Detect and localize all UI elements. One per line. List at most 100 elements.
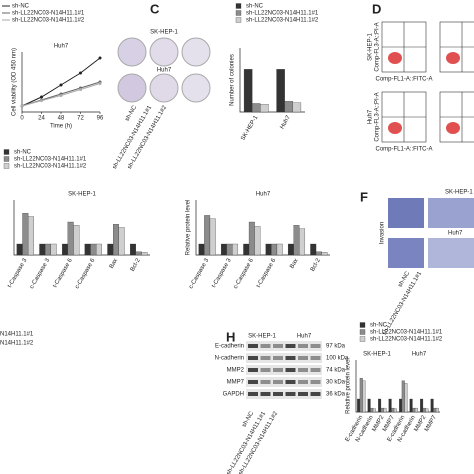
bar bbox=[388, 398, 392, 413]
size-label: 36 kDa bbox=[326, 392, 346, 398]
group-label: SK-HEP-1 bbox=[248, 334, 276, 340]
x-tick-label: SK-HEP-1 bbox=[240, 114, 259, 142]
x-tick-label: 96 bbox=[97, 116, 104, 122]
x-tick-label: 24 bbox=[38, 116, 45, 122]
bar bbox=[45, 243, 51, 256]
bar bbox=[141, 252, 148, 256]
bar bbox=[284, 101, 293, 113]
band bbox=[260, 368, 271, 372]
band bbox=[273, 368, 283, 372]
legend-swatch bbox=[235, 3, 242, 9]
bar bbox=[435, 407, 439, 413]
bar bbox=[232, 243, 239, 256]
legend-entry: sh-NC bbox=[12, 4, 30, 10]
legend-swatch bbox=[3, 149, 10, 155]
x-tick-label: 72 bbox=[77, 116, 84, 122]
band bbox=[273, 356, 283, 360]
axis-label: Comp-FL1-A::FITC-A bbox=[375, 147, 432, 153]
bar bbox=[243, 69, 253, 113]
bar bbox=[412, 407, 416, 413]
invasion-images bbox=[388, 198, 474, 268]
chart-title: SK-HEP-1 bbox=[68, 192, 96, 198]
legend-swatch bbox=[3, 156, 10, 162]
bar bbox=[292, 102, 302, 113]
bar bbox=[252, 103, 261, 113]
band bbox=[260, 344, 271, 348]
legend-swatch bbox=[359, 322, 366, 328]
row-label: GAPDH bbox=[223, 392, 244, 398]
legend-entry: sh-LL22NC03-N14H11.1#1 bbox=[14, 157, 87, 163]
band bbox=[273, 380, 283, 384]
band bbox=[285, 392, 296, 396]
row-label: SK-HEP-1 bbox=[150, 30, 178, 36]
band bbox=[273, 344, 283, 348]
group-label: Huh7 bbox=[297, 334, 312, 340]
band bbox=[310, 392, 321, 396]
band bbox=[298, 380, 308, 384]
point bbox=[59, 94, 63, 97]
panel-label: C bbox=[150, 1, 160, 16]
point bbox=[59, 83, 63, 87]
legend-swatch bbox=[235, 10, 242, 16]
bar bbox=[380, 407, 384, 413]
band bbox=[248, 368, 258, 372]
size-label: 97 kDa bbox=[326, 344, 346, 350]
bar bbox=[113, 224, 119, 256]
row-label: MMP2 bbox=[227, 368, 245, 374]
band bbox=[248, 356, 258, 360]
bar bbox=[359, 378, 363, 413]
bar bbox=[90, 243, 97, 256]
chart-title: Huh7 bbox=[256, 192, 271, 198]
subtitle: Huh7 bbox=[448, 231, 463, 237]
bar bbox=[287, 243, 294, 256]
row-label: Invasion bbox=[380, 222, 386, 244]
bar bbox=[118, 227, 125, 256]
bar bbox=[226, 243, 233, 256]
bar bbox=[383, 407, 387, 413]
bar bbox=[50, 243, 57, 256]
x-tick-label: c-Caspase 6 bbox=[74, 257, 96, 290]
panel-title: SK-HEP-1 bbox=[445, 190, 473, 196]
bar bbox=[67, 221, 74, 256]
bar bbox=[372, 408, 376, 413]
legend-entry: sh-LL22NC03-N14H11.1#2 bbox=[370, 337, 443, 343]
bar bbox=[16, 243, 23, 256]
bar bbox=[62, 243, 68, 256]
x-tick-label: Bcl-2 bbox=[310, 257, 322, 272]
row-label: Huh7 bbox=[368, 109, 374, 124]
band bbox=[298, 368, 308, 372]
axes bbox=[195, 200, 330, 256]
x-tick-label: 0 bbox=[20, 116, 24, 122]
bar bbox=[39, 243, 46, 256]
bar bbox=[243, 243, 250, 256]
bar bbox=[315, 251, 322, 256]
blot-strip bbox=[246, 365, 322, 375]
bar bbox=[209, 218, 216, 256]
row-label: Huh7 bbox=[157, 68, 172, 74]
bar bbox=[321, 252, 328, 256]
group-label: Huh7 bbox=[412, 352, 427, 358]
blot-strip bbox=[246, 341, 322, 351]
row-label: MMP7 bbox=[227, 380, 245, 386]
chart-title: Huh7 bbox=[54, 44, 69, 50]
bar bbox=[260, 104, 269, 113]
bar bbox=[310, 243, 317, 256]
x-tick-label: MMP7 bbox=[424, 414, 438, 433]
x-tick-label: Bax bbox=[289, 258, 299, 270]
bar bbox=[420, 398, 424, 413]
band bbox=[273, 392, 283, 396]
bar bbox=[422, 407, 426, 413]
bar bbox=[391, 407, 395, 413]
bar bbox=[271, 243, 278, 256]
line bbox=[21, 57, 101, 107]
band bbox=[310, 356, 321, 360]
bar bbox=[248, 221, 255, 256]
bar bbox=[362, 380, 366, 413]
point bbox=[79, 71, 82, 75]
bar bbox=[130, 243, 136, 256]
band bbox=[260, 392, 271, 396]
panel-label: H bbox=[226, 329, 235, 344]
legend-entry: sh-LL22NC03-N14H11.1#1 bbox=[370, 330, 443, 336]
blot-strip bbox=[246, 389, 322, 399]
bar bbox=[299, 228, 306, 256]
